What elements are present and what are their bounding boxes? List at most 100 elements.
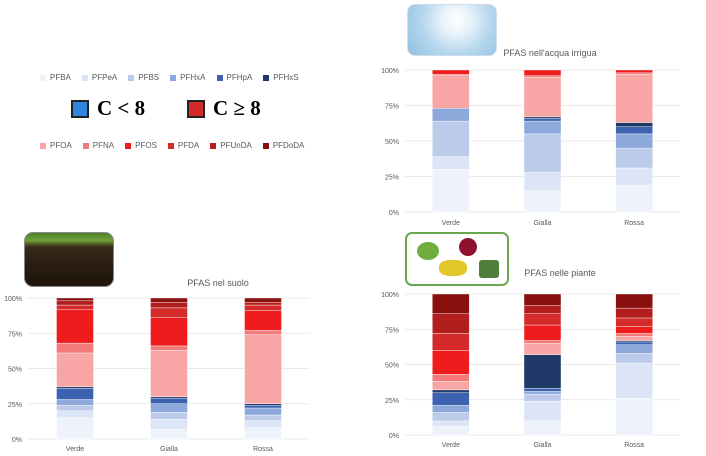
bar-segment-pfoa-rossa	[244, 334, 282, 404]
bar-segment-pfna-gialla	[150, 345, 188, 351]
chart-soil: PFAS nel suolo 0% 25% 50% 75% 100% Verde Gialla…	[4, 278, 310, 453]
bar-segment-pfbs-gialla	[150, 412, 188, 420]
bar-segment-pfoa-rossa	[615, 74, 653, 123]
bar-segment-pfunda-verde	[432, 313, 470, 334]
plants-image	[405, 232, 509, 286]
bar-segment-pfdoda-gialla	[150, 297, 188, 303]
legend-label-pfhxs: PFHxS	[273, 73, 299, 82]
chart-title-plants: PFAS nelle piante	[524, 268, 596, 278]
bar-segment-pfda-gialla	[150, 307, 188, 318]
legend-item-pfpea: PFPeA	[81, 73, 118, 82]
category-label-rossa: Rossa	[624, 220, 644, 227]
legend-item-pfdoda: PFDoDA	[262, 141, 305, 150]
y-tick-label: 50%	[385, 139, 399, 146]
bar-segment-pfna-verde	[56, 342, 94, 354]
y-tick-label: 50%	[8, 367, 22, 374]
legend-label-pfos: PFOS	[135, 141, 157, 150]
bar-segment-pfunda-gialla	[523, 305, 562, 314]
bar-segment-pfos-rossa	[615, 69, 653, 74]
bar-segment-pfda-gialla	[523, 313, 562, 326]
legend-swatch-pfba	[40, 74, 46, 81]
y-tick-label: 25%	[8, 402, 22, 409]
bar-segment-pfna-gialla	[523, 75, 562, 78]
legend-swatch-pfunda	[210, 142, 217, 149]
bar-segment-pfos-verde	[432, 350, 470, 375]
y-tick-label: 25%	[385, 175, 399, 182]
spinach-image	[479, 260, 499, 278]
legend-label-pfna: PFNA	[92, 141, 115, 150]
bar-segment-pfda-rossa	[244, 304, 282, 311]
bar-segment-pfhxs-rossa	[615, 122, 653, 128]
legend-item-pfos: PFOS	[125, 141, 157, 150]
bar-segment-pfhpa-rossa	[244, 404, 282, 409]
bar-segment-pfoa-gialla	[523, 76, 562, 118]
bar-segment-pfos-gialla	[523, 324, 562, 341]
condition-low: C < 8	[71, 96, 145, 121]
bar-segment-pfpea-rossa	[615, 167, 653, 186]
bar-segment-pfos-rossa	[244, 310, 282, 331]
bar-segment-pfhpa-verde	[432, 392, 470, 406]
bar-segment-pfbs-gialla	[523, 393, 562, 402]
bar-segment-pfda-verde	[56, 304, 94, 310]
y-tick-label: 50%	[385, 363, 399, 370]
bar-segment-pfpea-rossa	[615, 362, 653, 399]
bar-segment-pfpea-gialla	[150, 419, 188, 430]
chart-plants: PFAS nelle piante 0% 25% 50% 75% 100% Verde Gia…	[381, 268, 680, 449]
y-tick-label: 75%	[8, 331, 22, 338]
legend-swatch-pfna	[82, 142, 89, 149]
y-tick-label: 75%	[385, 327, 399, 334]
bar-segment-pfdoda-verde	[56, 297, 94, 302]
bar-segment-pfhpa-gialla	[523, 118, 562, 122]
bar-segment-pfunda-rossa	[615, 307, 653, 319]
legend-item-pfna: PFNA	[82, 141, 115, 150]
legend-item-pfoa: PFOA	[40, 141, 72, 150]
bar-segment-pfhxs-verde	[432, 389, 470, 393]
bar-segment-pfos-gialla	[150, 317, 188, 347]
legend-item-pfhxs: PFHxS	[263, 73, 299, 82]
legend-item-pfhpa: PFHpA	[216, 73, 253, 82]
bar-segment-pfdoda-rossa	[615, 293, 653, 309]
bar-segment-pfda-rossa	[615, 317, 653, 327]
water-image	[407, 4, 497, 56]
y-tick-label: 25%	[385, 398, 399, 405]
bar-segment-pfbs-rossa	[244, 414, 282, 421]
bar-segment-pfhpa-rossa	[615, 341, 653, 345]
y-tick-label: 0%	[389, 210, 399, 217]
category-label-verde: Verde	[442, 220, 460, 227]
legend-item-pfunda: PFUnDA	[210, 141, 252, 150]
category-label-gialla: Gialla	[534, 442, 552, 449]
bar-segment-pfhxa-verde	[432, 405, 470, 413]
bar-segment-pfda-verde	[432, 333, 470, 351]
bar-segment-pfhxs-gialla	[523, 116, 562, 119]
bar-segment-pfhxa-gialla	[150, 403, 188, 413]
bar-segment-pfhxs-gialla	[523, 354, 562, 389]
condition-low-swatch	[71, 99, 89, 118]
y-tick-label: 0%	[12, 437, 22, 444]
legend-item-pfhxa: PFHxA	[170, 73, 206, 82]
bar-segment-pfpea-verde	[432, 420, 470, 427]
bar-segment-pfhxs-rossa	[244, 403, 282, 406]
corn-image	[439, 260, 467, 276]
legend-label-pfbs: PFBS	[138, 73, 160, 82]
legend-swatch-pfhxs	[263, 74, 270, 81]
bar-segment-pfna-verde	[432, 374, 470, 382]
legend-label-pfhpa: PFHpA	[226, 73, 253, 82]
bar-segment-pfdoda-gialla	[523, 293, 562, 306]
bar-segment-pfna-rossa	[615, 333, 653, 337]
legend-swatch-pfda	[167, 142, 174, 149]
legend-label-pfpea: PFPeA	[91, 73, 118, 82]
legend-label-pfdoda: PFDoDA	[272, 141, 305, 150]
legend-item-pfbs: PFBS	[128, 73, 159, 82]
bar-segment-pfba-rossa	[244, 427, 282, 440]
bar-segment-pfpea-gialla	[523, 400, 562, 422]
bar-segment-pfos-gialla	[523, 69, 562, 76]
bar-segment-pfoa-rossa	[615, 336, 653, 341]
bar-segment-pfba-gialla	[150, 428, 188, 440]
bar-segment-pfhpa-gialla	[523, 388, 562, 392]
legend-swatch-pfhxa	[170, 74, 177, 81]
bar-segment-pfbs-rossa	[615, 353, 653, 364]
bar-segment-pfhxa-gialla	[523, 391, 562, 395]
bar-segment-pfna-rossa	[244, 330, 282, 335]
legend-label-pfoa: PFOA	[50, 141, 72, 150]
bar-segment-pfhxs-gialla	[150, 396, 188, 399]
